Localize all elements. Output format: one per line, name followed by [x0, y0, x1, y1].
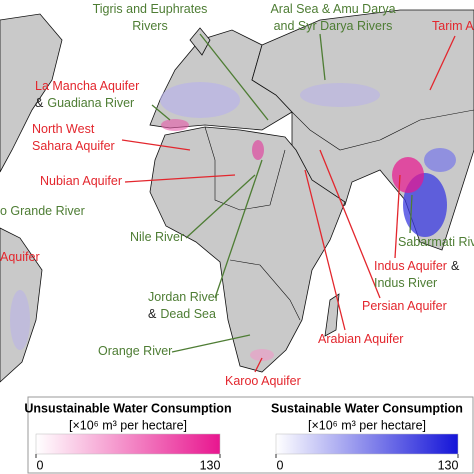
- label-part: and Syr Darya Rivers: [274, 19, 393, 33]
- consumption-overlay: [10, 82, 456, 361]
- tick-label: 0: [37, 458, 44, 472]
- tick-label: 130: [200, 458, 221, 472]
- leader-lines: [121, 33, 456, 373]
- label-part: Indus Aquifer: [374, 259, 447, 273]
- map-label: Indus River: [374, 276, 437, 290]
- tick-label: 0: [277, 458, 284, 472]
- map-label: & Dead Sea: [148, 307, 216, 321]
- legend-title: Sustainable Water Consumption: [271, 401, 463, 415]
- map-label: Arabian Aquifer: [318, 332, 403, 346]
- legend-title: Unsustainable Water Consumption: [24, 401, 231, 415]
- label-part: Persian Aquifer: [362, 299, 447, 313]
- labels: Tigris and Euphrates Rivers Aral Sea & Amu…: [0, 2, 474, 388]
- map-label: Nubian Aquifer: [40, 174, 122, 188]
- label-part: Dead Sea: [160, 307, 216, 321]
- map-label: Jordan River: [148, 290, 219, 304]
- label-part: Arabian Aquifer: [318, 332, 403, 346]
- legend-unit: [×10⁶ m³ per hectare]: [69, 418, 187, 432]
- map-label: Rivers: [132, 19, 167, 33]
- map-label: Aral Sea & Amu Darya: [270, 2, 395, 16]
- legend: Unsustainable Water Consumption [×10⁶ m³ …: [24, 401, 463, 472]
- map-label: Sahara Aquifer: [32, 139, 115, 153]
- map-label: Indus Aquifer &: [374, 259, 460, 273]
- map-label: Persian Aquifer: [362, 299, 447, 313]
- label-part: Tarim A: [432, 19, 474, 33]
- map-label: & Guadiana River: [35, 96, 134, 110]
- label-part: La Mancha Aquifer: [35, 79, 139, 93]
- label-part: Karoo Aquifer: [225, 374, 301, 388]
- label-part: Indus River: [374, 276, 437, 290]
- map-label: Orange River: [98, 344, 172, 358]
- map-label: Sabarmati Riv: [398, 235, 474, 249]
- legend-unit: [×10⁶ m³ per hectare]: [308, 418, 426, 432]
- label-part: &: [451, 259, 460, 273]
- tick-label: 130: [438, 458, 459, 472]
- color-bar: [35, 433, 221, 455]
- label-part: North West: [32, 122, 95, 136]
- map-label: Aquifer: [0, 250, 40, 264]
- map-label: Tarim A: [432, 19, 474, 33]
- label-part: Orange River: [98, 344, 172, 358]
- map-label: Nile River: [130, 230, 184, 244]
- label-part: Sabarmati Riv: [398, 235, 474, 249]
- map-label: and Syr Darya Rivers: [274, 19, 393, 33]
- map-label: o Grande River: [0, 204, 85, 218]
- label-part: Jordan River: [148, 290, 219, 304]
- label-part: o Grande River: [0, 204, 85, 218]
- label-part: Nile River: [130, 230, 184, 244]
- label-part: Sahara Aquifer: [32, 139, 115, 153]
- map-label: Karoo Aquifer: [225, 374, 301, 388]
- label-part: &: [148, 307, 157, 321]
- color-bar: [275, 433, 459, 455]
- label-part: Nubian Aquifer: [40, 174, 122, 188]
- map-label: La Mancha Aquifer: [35, 79, 139, 93]
- label-part: Tigris and Euphrates: [93, 2, 208, 16]
- label-part: Guadiana River: [47, 96, 134, 110]
- label-part: Rivers: [132, 19, 167, 33]
- map-label: North West: [32, 122, 95, 136]
- label-part: Aquifer: [0, 250, 40, 264]
- label-part: &: [35, 96, 44, 110]
- map-label: Tigris and Euphrates: [93, 2, 208, 16]
- label-part: Aral Sea & Amu Darya: [270, 2, 395, 16]
